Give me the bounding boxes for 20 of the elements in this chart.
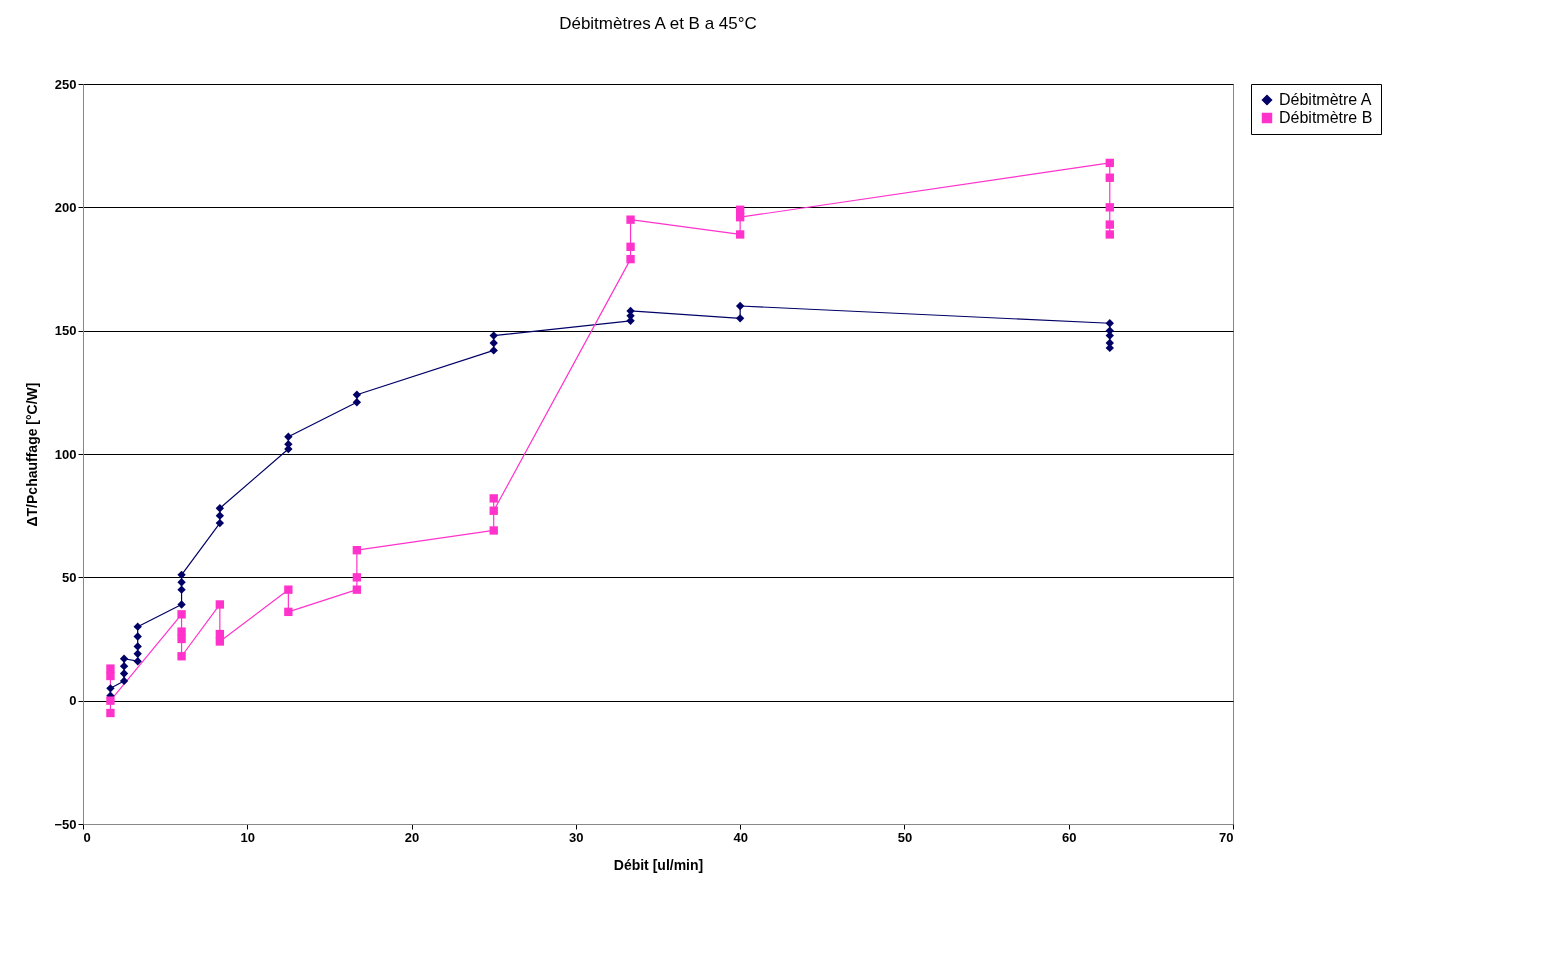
x-tick-label: 40 bbox=[733, 829, 748, 845]
legend-label: Débitmètre A bbox=[1279, 91, 1372, 108]
y-axis-title: ΔT/Pchauffage [°C/W] bbox=[24, 382, 41, 527]
x-tick-label: 50 bbox=[897, 829, 913, 845]
x-tick-label: 0 bbox=[83, 829, 91, 845]
y-tick-label: 50 bbox=[62, 569, 77, 585]
y-tick-label: 250 bbox=[54, 76, 77, 92]
y-tick-label: 100 bbox=[54, 446, 77, 462]
y-tick-label: −50 bbox=[54, 816, 77, 832]
x-tick-label: 60 bbox=[1061, 829, 1077, 845]
chart-title: Débitmètres A et B a 45°C bbox=[559, 14, 757, 33]
x-tick-label: 70 bbox=[1219, 829, 1234, 845]
y-tick-label: 200 bbox=[54, 199, 77, 215]
x-tick-label: 10 bbox=[240, 829, 256, 845]
x-axis-title: Débit [ul/min] bbox=[613, 856, 704, 873]
y-tick-label: 150 bbox=[54, 323, 77, 339]
legend-label: Débitmètre B bbox=[1279, 109, 1373, 126]
x-tick-label: 20 bbox=[404, 829, 420, 845]
y-tick-label: 0 bbox=[69, 693, 77, 709]
x-tick-label: 30 bbox=[569, 829, 584, 845]
